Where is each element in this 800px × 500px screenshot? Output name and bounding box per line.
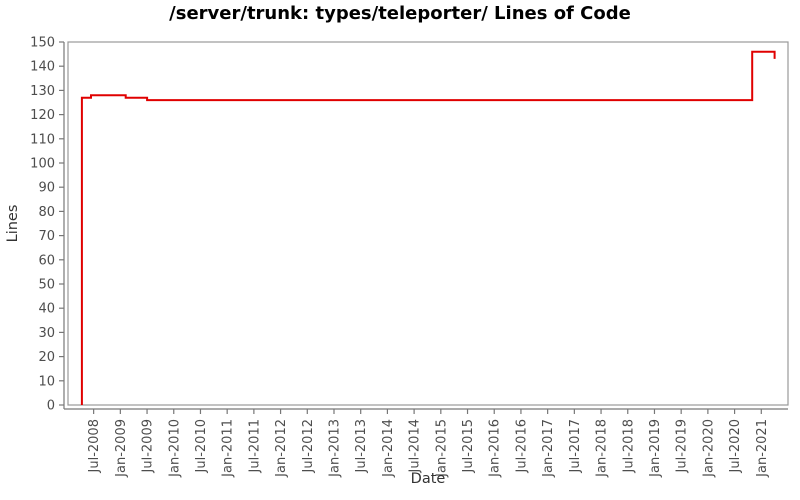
y-tick-label: 10 bbox=[38, 374, 55, 389]
y-tick-label: 60 bbox=[38, 253, 55, 268]
x-tick-label: Jul-2010 bbox=[194, 419, 209, 473]
x-tick-label: Jan-2017 bbox=[541, 419, 556, 478]
y-tick-label: 120 bbox=[30, 108, 55, 123]
y-tick-label: 30 bbox=[38, 326, 55, 341]
x-tick-label: Jul-2008 bbox=[87, 419, 102, 473]
x-tick-label: Jan-2011 bbox=[221, 419, 236, 478]
y-tick-label: 100 bbox=[30, 157, 55, 172]
x-axis: Jul-2008 Jan-2009 Jul-2009 Jan-2010 Jul-2010… bbox=[87, 409, 770, 478]
x-tick-label: Jul-2012 bbox=[301, 419, 316, 473]
x-tick-label: Jul-2014 bbox=[408, 419, 423, 473]
y-tick-label: 40 bbox=[38, 302, 55, 317]
x-axis-title: Date bbox=[411, 471, 446, 487]
x-tick-label: Jan-2018 bbox=[595, 419, 610, 478]
x-tick-label: Jan-2016 bbox=[488, 419, 503, 478]
x-tick-label: Jan-2012 bbox=[274, 419, 289, 478]
y-tick-label: 90 bbox=[38, 181, 55, 196]
x-tick-label: Jul-2020 bbox=[728, 419, 743, 473]
plot-border bbox=[67, 41, 789, 406]
x-tick-label: Jul-2013 bbox=[354, 419, 369, 473]
x-tick-label: Jan-2020 bbox=[701, 419, 716, 478]
axis-lines bbox=[63, 42, 788, 410]
y-axis-title: Lines bbox=[5, 205, 21, 243]
y-tick-label: 20 bbox=[38, 350, 55, 365]
x-tick-label: Jul-2011 bbox=[247, 419, 262, 473]
x-tick-label: Jan-2015 bbox=[434, 419, 449, 478]
y-tick-label: 140 bbox=[30, 60, 55, 75]
y-tick-label: 0 bbox=[47, 399, 55, 414]
y-tick-label: 80 bbox=[38, 205, 55, 220]
y-tick-label: 110 bbox=[30, 132, 55, 147]
x-tick-label: Jan-2010 bbox=[167, 419, 182, 478]
y-tick-label: 50 bbox=[38, 278, 55, 293]
x-tick-label: Jul-2017 bbox=[568, 419, 583, 473]
x-tick-label: Jan-2014 bbox=[381, 419, 396, 478]
y-tick-label: 70 bbox=[38, 229, 55, 244]
x-tick-label: Jan-2009 bbox=[114, 419, 129, 478]
x-tick-label: Jan-2021 bbox=[755, 419, 770, 478]
y-tick-label: 130 bbox=[30, 84, 55, 99]
x-tick-label: Jul-2019 bbox=[675, 419, 690, 473]
y-tick-label: 150 bbox=[30, 36, 55, 51]
x-tick-label: Jan-2013 bbox=[327, 419, 342, 478]
x-tick-label: Jul-2015 bbox=[461, 419, 476, 473]
x-tick-label: Jan-2019 bbox=[648, 419, 663, 478]
x-tick-label: Jul-2009 bbox=[141, 419, 156, 473]
loc-series-line bbox=[80, 50, 776, 405]
y-axis: 0 10 20 30 40 50 60 70 80 90 100 110 120 130 140 150 bbox=[30, 36, 64, 414]
x-tick-label: Jul-2016 bbox=[514, 419, 529, 473]
x-tick-label: Jul-2018 bbox=[621, 419, 636, 473]
chart-title: /server/trunk: types/teleporter/ Lines o… bbox=[169, 3, 631, 24]
